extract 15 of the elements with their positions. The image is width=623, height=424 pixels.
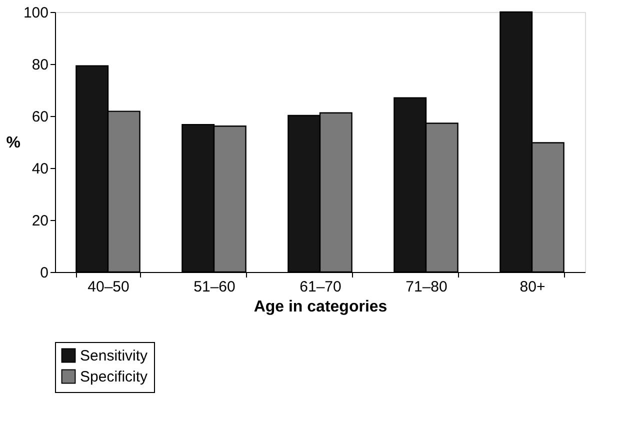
y-tick-label: 40 [32,160,48,178]
y-tick-label: 0 [40,264,48,282]
y-axis-title: % [6,134,20,152]
x-tick-label: 51–60 [194,278,236,296]
legend-label: Specificity [80,368,148,386]
y-tick-label: 100 [23,4,48,22]
x-tick-label: 71–80 [406,278,448,296]
x-tick-label: 80+ [520,278,546,296]
y-tick-label: 20 [32,212,48,230]
x-axis-title: Age in categories [254,298,388,316]
y-tick-label: 60 [32,108,48,126]
legend-label: Sensitivity [80,348,148,364]
y-tick-label: 80 [32,56,48,74]
x-tick-label: 61–70 [300,278,342,296]
x-tick-label: 40–50 [88,278,130,296]
